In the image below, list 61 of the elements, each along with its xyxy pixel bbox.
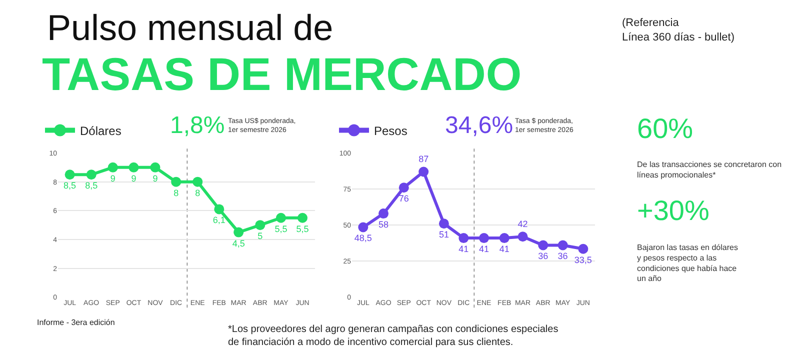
point xyxy=(108,162,118,172)
data-label: 76 xyxy=(398,194,409,204)
text: +30% xyxy=(637,195,710,226)
point xyxy=(234,227,244,238)
data-label: 58 xyxy=(378,220,389,230)
data-label: 5,5 xyxy=(274,224,288,234)
point xyxy=(276,212,286,223)
data-label: 9 xyxy=(110,173,116,184)
point xyxy=(418,166,429,177)
point xyxy=(398,182,409,193)
text: 1,8% xyxy=(170,112,225,139)
point xyxy=(578,244,588,254)
point xyxy=(518,232,528,242)
data-label: 42 xyxy=(518,219,528,230)
point xyxy=(86,170,96,180)
text: 60% xyxy=(637,113,694,144)
data-label: 51 xyxy=(438,230,449,240)
point xyxy=(150,162,160,172)
data-label: 8,5 xyxy=(85,180,98,191)
data-label: 4,5 xyxy=(232,238,245,248)
chart-title: Pulso mensual de xyxy=(47,7,334,48)
data-label: 9 xyxy=(131,173,136,184)
point xyxy=(438,218,449,229)
data-label: 36 xyxy=(558,251,568,262)
point xyxy=(358,222,368,232)
data-label: 48,5 xyxy=(354,233,372,244)
data-label: 8 xyxy=(174,188,179,198)
data-label: 41 xyxy=(499,244,510,254)
point xyxy=(64,170,75,180)
point xyxy=(171,176,182,187)
text: *Los proveedores del agro generan campañas con condiciones especiales de financiación a modo de incentivo comercial para sus clientes. xyxy=(228,324,558,348)
point xyxy=(458,233,469,244)
text: Bajaron las tasas en dólares y pesos respecto a las condiciones que había hace un año xyxy=(637,243,738,284)
text: 34,6% xyxy=(445,112,514,139)
point xyxy=(214,204,224,214)
data-label: 5,5 xyxy=(296,224,309,234)
data-label: 8,5 xyxy=(64,180,76,191)
text: De las transacciones se concretaron con líneas promocionales* xyxy=(637,160,782,180)
point xyxy=(298,212,308,223)
data-label: 9 xyxy=(152,173,158,184)
point xyxy=(192,176,203,187)
point xyxy=(479,233,490,244)
text: Informe - 3era edición xyxy=(37,318,115,327)
data-label: 87 xyxy=(418,154,429,164)
text: (Referencia Línea 360 días - bullet) xyxy=(622,17,735,44)
data-label: 41 xyxy=(458,244,469,254)
point xyxy=(558,240,568,250)
data-label: 8 xyxy=(195,188,200,198)
data-label: 5 xyxy=(258,231,263,242)
data-label: 6,1 xyxy=(212,215,226,226)
legend-label: Dólares xyxy=(80,124,122,138)
point xyxy=(128,162,139,172)
data-label: 33,5 xyxy=(574,254,592,265)
chart-subtitle: TASAS DE MERCADO xyxy=(42,48,522,100)
point xyxy=(255,220,266,230)
point xyxy=(378,208,389,219)
data-label: 36 xyxy=(538,251,548,262)
data-label: 41 xyxy=(479,244,490,254)
point xyxy=(538,240,548,250)
point xyxy=(499,233,510,244)
legend-label: Pesos xyxy=(374,124,408,138)
